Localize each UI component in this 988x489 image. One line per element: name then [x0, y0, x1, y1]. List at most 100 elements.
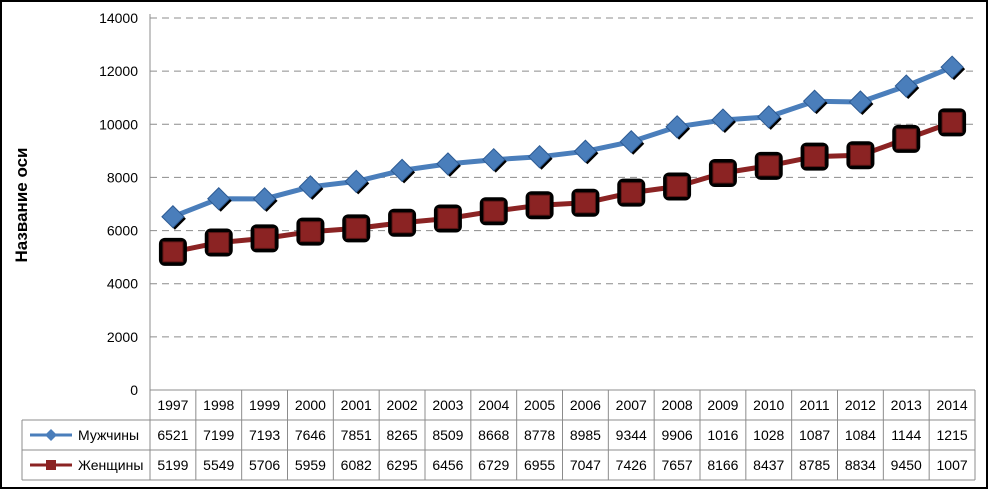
legend-key-marker [46, 460, 56, 470]
x-category-label: 2010 [753, 397, 784, 413]
x-category-label: 2013 [891, 397, 922, 413]
data-point [940, 55, 964, 79]
data-label: 9344 [616, 427, 647, 443]
x-category-label: 2008 [662, 397, 693, 413]
data-point [527, 145, 552, 169]
data-point [345, 217, 367, 239]
data-label: 1007 [937, 457, 968, 473]
data-point [573, 139, 598, 163]
data-point [711, 108, 735, 132]
data-label: 7193 [249, 427, 280, 443]
data-label: 1016 [707, 427, 738, 443]
x-category-label: 2012 [845, 397, 876, 413]
x-category-label: 2002 [387, 397, 418, 413]
data-point [894, 74, 918, 98]
data-label: 7657 [662, 457, 693, 473]
y-tick-label: 6000 [107, 223, 138, 239]
y-tick-label: 8000 [107, 169, 138, 185]
data-point [757, 105, 781, 129]
x-category-label: 2004 [478, 397, 509, 413]
data-point [208, 232, 230, 254]
legend-label: Мужчины [78, 427, 139, 443]
data-point [666, 176, 688, 198]
data-label: 8166 [707, 457, 738, 473]
data-label: 7851 [341, 427, 372, 443]
data-label: 1028 [753, 427, 784, 443]
data-label: 9906 [662, 427, 693, 443]
data-point [254, 227, 276, 249]
data-point [207, 187, 231, 211]
data-label: 8509 [432, 427, 463, 443]
data-label: 6456 [432, 457, 463, 473]
x-category-label: 2001 [341, 397, 372, 413]
data-label: 8785 [799, 457, 830, 473]
x-category-label: 2005 [524, 397, 555, 413]
data-point [529, 194, 551, 216]
data-label: 8834 [845, 457, 876, 473]
y-tick-label: 12000 [99, 63, 138, 79]
data-label: 1215 [937, 427, 968, 443]
data-point [849, 144, 871, 166]
x-category-label: 2014 [937, 397, 968, 413]
data-point [252, 187, 277, 211]
data-label: 8985 [570, 427, 601, 443]
y-tick-label: 2000 [107, 329, 138, 345]
legend-key-marker [45, 429, 57, 441]
data-point [804, 146, 826, 168]
data-point [437, 207, 459, 229]
data-point [574, 192, 596, 214]
data-point [298, 175, 323, 199]
data-point [620, 182, 642, 204]
data-label: 8437 [753, 457, 784, 473]
data-label: 6729 [478, 457, 509, 473]
data-label: 1087 [799, 427, 830, 443]
legend-label: Женщины [78, 457, 143, 473]
x-category-label: 2009 [707, 397, 738, 413]
data-label: 1144 [891, 427, 921, 443]
data-point [391, 212, 413, 234]
data-point [802, 89, 827, 113]
x-category-label: 2011 [800, 397, 830, 413]
x-category-label: 1998 [203, 397, 234, 413]
y-tick-label: 10000 [99, 116, 138, 132]
data-label: 5959 [295, 457, 326, 473]
data-label: 6521 [157, 427, 188, 443]
data-point [436, 152, 460, 176]
data-point [665, 115, 689, 139]
data-point [390, 158, 414, 183]
series-line-1 [170, 64, 955, 220]
x-category-label: 2000 [295, 397, 326, 413]
y-tick-label: 0 [130, 382, 138, 398]
data-point [161, 205, 185, 229]
data-point [619, 130, 643, 154]
data-label: 8778 [524, 427, 555, 443]
x-category-label: 2007 [616, 397, 647, 413]
data-point [483, 200, 505, 222]
data-label: 5706 [249, 457, 280, 473]
data-label: 5199 [157, 457, 188, 473]
data-label: 7199 [203, 427, 234, 443]
data-point [344, 169, 368, 194]
data-label: 6295 [387, 457, 418, 473]
data-point [895, 128, 917, 150]
data-point [712, 162, 734, 184]
data-point [848, 90, 873, 114]
x-category-label: 1997 [157, 397, 188, 413]
x-category-label: 1999 [249, 397, 280, 413]
series-line-2 [170, 119, 955, 255]
data-point [162, 241, 184, 263]
data-point [758, 155, 780, 177]
y-tick-label: 4000 [107, 276, 138, 292]
x-category-label: 2006 [570, 397, 601, 413]
data-label: 8265 [387, 427, 418, 443]
data-label: 7646 [295, 427, 326, 443]
data-point [299, 221, 321, 243]
data-label: 1084 [845, 427, 876, 443]
data-label: 8668 [478, 427, 509, 443]
data-label: 9450 [891, 457, 922, 473]
x-category-label: 2003 [432, 397, 463, 413]
data-point [941, 111, 963, 133]
data-point [482, 147, 506, 172]
data-label: 5549 [203, 457, 234, 473]
data-label: 6082 [341, 457, 372, 473]
